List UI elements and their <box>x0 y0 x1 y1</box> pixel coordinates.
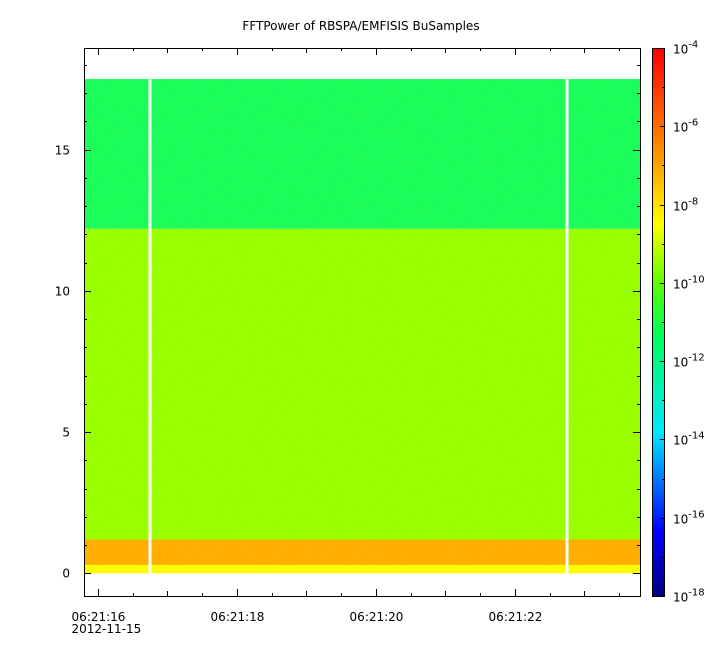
colorbar-tick-label: 10-10 <box>673 275 705 292</box>
chart-title: FFTPower of RBSPA/EMFISIS BuSamples <box>242 19 479 33</box>
x-tick-label: 06:21:20 <box>350 610 404 624</box>
gap-line-0 <box>148 79 152 574</box>
colorbar-ticks: 10-4 10-6 10-8 10-10 10-12 10-14 10-16 10-18 <box>660 40 705 605</box>
colorbar-tick-label: 10-8 <box>673 197 698 214</box>
plot-frame <box>84 48 641 597</box>
x-tick-label: 06:21:18 <box>211 610 265 624</box>
colorbar-tick-label: 10-18 <box>673 588 705 605</box>
colorbar-tick-label: 10-12 <box>673 353 705 370</box>
y-tick-label: 5 <box>62 426 70 440</box>
x-tick-label: 06:21:16 <box>72 610 126 624</box>
x-tick-label: 06:21:22 <box>489 610 543 624</box>
noise-texture <box>84 79 640 574</box>
gap-line-1 <box>565 79 569 574</box>
y-tick-label: 15 <box>55 144 70 158</box>
data-gaps <box>148 79 569 574</box>
colorbar-gradient <box>652 48 665 597</box>
colorbar-tick-label: 10-4 <box>673 40 698 57</box>
y-axis: 0 5 10 15 <box>55 65 640 581</box>
colorbar: 10-4 10-6 10-8 10-10 10-12 10-14 10-16 10-18 <box>652 40 705 605</box>
y-tick-label: 0 <box>62 567 70 581</box>
colorbar-tick-label: 10-16 <box>673 510 705 527</box>
colorbar-tick-label: 10-14 <box>673 431 705 448</box>
x-date-label: 2012-11-15 <box>72 622 142 636</box>
colorbar-tick-label: 10-6 <box>673 118 698 135</box>
y-tick-label: 10 <box>55 285 70 299</box>
